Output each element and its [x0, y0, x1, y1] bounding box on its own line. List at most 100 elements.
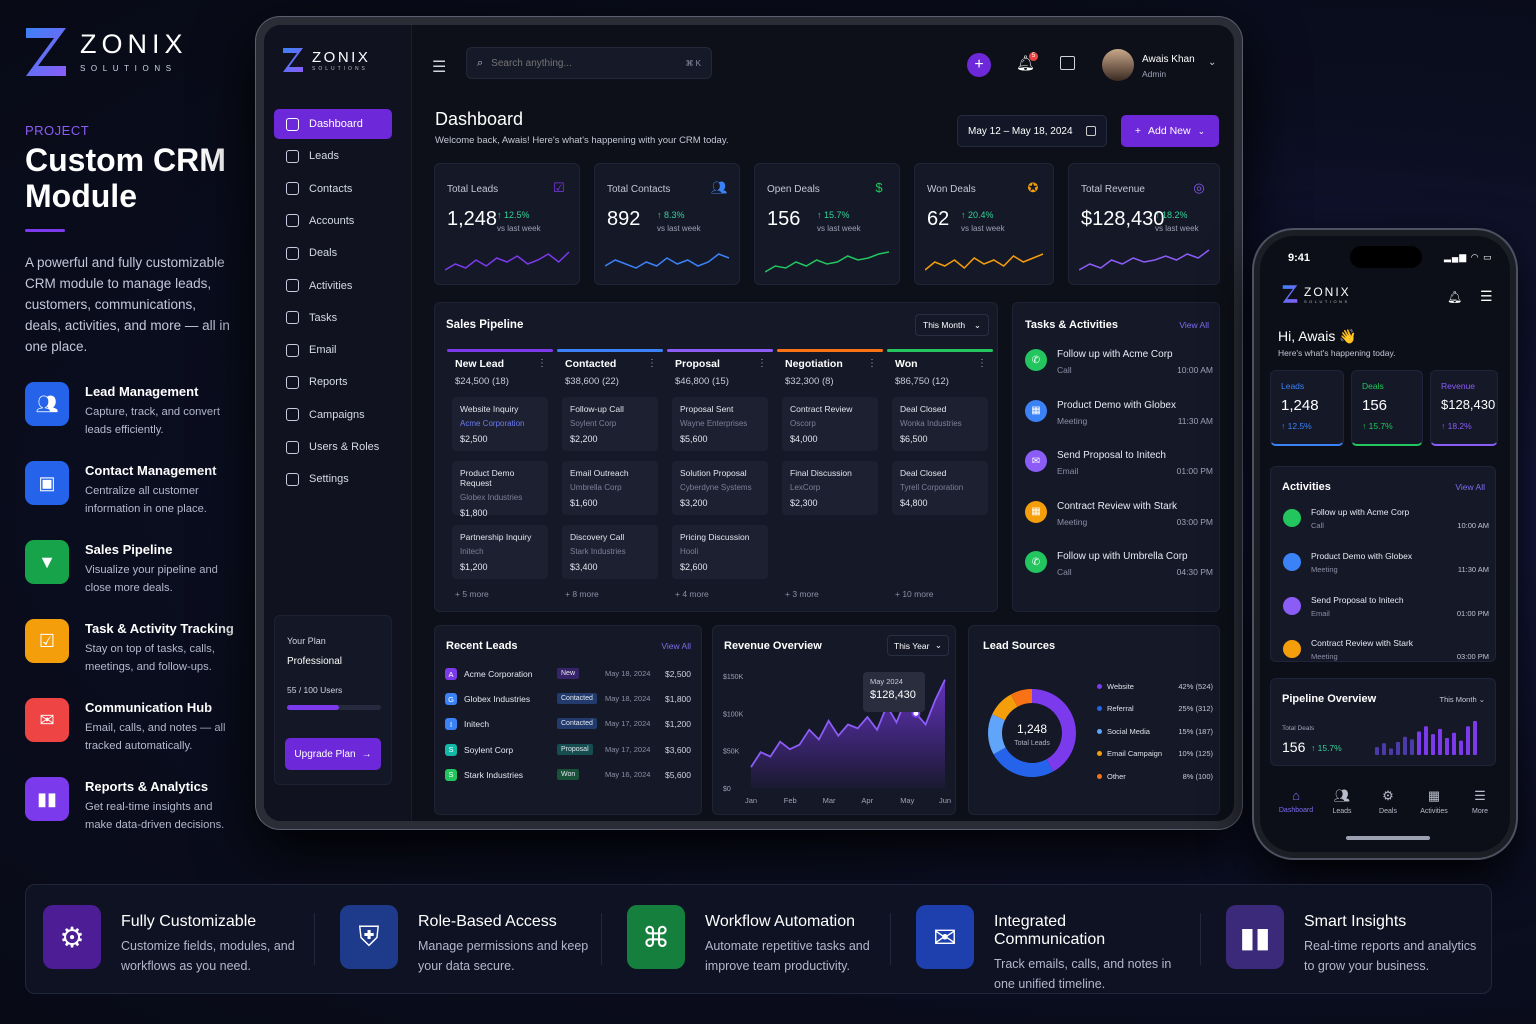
phone-tab-activities[interactable]: ▦ Activities [1412, 788, 1456, 815]
sidebar-item-email[interactable]: Email [274, 335, 392, 365]
deal-value: $5,600 [680, 434, 708, 444]
deal-card[interactable]: Deal Closed Tyrell Corporation $4,800 [892, 461, 988, 515]
phone-stat-deals[interactable]: Deals 156 ↑ 15.7% [1351, 370, 1423, 446]
phone-tab-dashboard[interactable]: ⌂ Dashboard [1274, 788, 1318, 814]
task-item[interactable]: ✆ Follow up with Acme Corp Call 10:00 AM [1025, 349, 1213, 395]
sidebar-item-dashboard[interactable]: Dashboard [274, 109, 392, 139]
more-options-icon[interactable]: ⋮ [867, 358, 877, 369]
phone-activity-item[interactable]: Contract Review with Stark Meeting 03:00 P… [1283, 638, 1503, 678]
sidebar-item-campaigns[interactable]: Campaigns [274, 400, 392, 430]
date-range-picker[interactable]: May 12 – May 18, 2024 [957, 115, 1107, 147]
sidebar-item-tasks[interactable]: Tasks [274, 303, 392, 333]
phone-subtitle: Here's what's happening today. [1278, 348, 1396, 358]
more-deals-link[interactable]: + 10 more [895, 589, 934, 599]
deal-card[interactable]: Deal Closed Wonka Industries $6,500 [892, 397, 988, 451]
sidebar-item-contacts[interactable]: Contacts [274, 174, 392, 204]
phone-view-all-link[interactable]: View All [1455, 482, 1485, 492]
task-item[interactable]: ✆ Follow up with Umbrella Corp Call 04:30 P… [1025, 551, 1213, 597]
deal-card[interactable]: Website Inquiry Acme Corporation $2,500 [452, 397, 548, 451]
stat-card-total-contacts[interactable]: Total Contacts 892 ↑ 8.3% vs last week 👥︎ [594, 163, 740, 285]
deal-card[interactable]: Pricing Discussion Hooli $2,600 [672, 525, 768, 579]
phone-pipeline-filter[interactable]: This Month ⌄ [1439, 695, 1485, 704]
phone-tab-leads[interactable]: 👥︎ Leads [1320, 788, 1364, 815]
phone-activity-item[interactable]: Send Proposal to Initech Email 01:00 PM [1283, 595, 1503, 635]
deal-card[interactable]: Partnership Inquiry Initech $1,200 [452, 525, 548, 579]
deal-card[interactable]: Follow-up Call Soylent Corp $2,200 [562, 397, 658, 451]
deal-company: Acme Corporation [460, 419, 525, 428]
task-item[interactable]: ▦ Product Demo with Globex Meeting 11:30 AM [1025, 399, 1213, 446]
donut-slice[interactable] [1032, 689, 1076, 772]
more-deals-link[interactable]: + 3 more [785, 589, 819, 599]
deal-card[interactable]: Discovery Call Stark Industries $3,400 [562, 525, 658, 579]
chevron-down-icon[interactable]: ⌄ [1208, 57, 1217, 68]
quick-add-button[interactable]: + [967, 53, 991, 77]
deal-card[interactable]: Proposal Sent Wayne Enterprises $5,600 [672, 397, 768, 451]
search-bar[interactable]: ⌕ ⌘ K [466, 47, 712, 79]
donut-slice[interactable] [992, 694, 1018, 721]
lead-date: May 18, 2024 [605, 694, 651, 704]
table-row[interactable]: G Globex Industries Contacted May 18, 2024 $… [445, 693, 697, 718]
phone-activity-item[interactable]: Follow up with Acme Corp Call 10:00 AM [1283, 507, 1503, 547]
more-options-icon[interactable]: ⋮ [977, 358, 987, 369]
more-deals-link[interactable]: + 8 more [565, 589, 599, 599]
more-options-icon[interactable]: ⋮ [647, 358, 657, 369]
bell-icon[interactable]: 🔔︎ [1447, 290, 1463, 304]
stat-card-won-deals[interactable]: Won Deals 62 ↑ 20.4% vs last week ✪ [914, 163, 1054, 285]
donut-slice[interactable] [993, 747, 1054, 777]
more-options-icon[interactable]: ⋮ [757, 358, 767, 369]
chevron-down-icon: ⌄ [1197, 125, 1206, 136]
table-row[interactable]: I Initech Contacted May 17, 2024 $1,200 [445, 718, 697, 743]
sidebar-item-label: Contacts [309, 182, 353, 195]
add-new-button[interactable]: + Add New ⌄ [1121, 115, 1219, 147]
sidebar-item-users-roles[interactable]: Users & Roles [274, 432, 392, 462]
avatar[interactable] [1102, 49, 1134, 81]
deal-card[interactable]: Email Outreach Umbrella Corp $1,600 [562, 461, 658, 515]
phone-screen: 9:41 ▂▄▆ ◠ ▭ ZONIX SOLUTIONS 🔔︎ ☰ Hi, Awa… [1260, 236, 1510, 852]
tasks-view-all-link[interactable]: View All [1179, 320, 1209, 330]
task-item[interactable]: ✉ Send Proposal to Initech Email 01:00 PM [1025, 450, 1213, 496]
stat-label: Total Contacts [607, 184, 671, 195]
sidebar-item-deals[interactable]: Deals [274, 238, 392, 268]
deal-card[interactable]: Solution Proposal Cyberdyne Systems $3,200 [672, 461, 768, 515]
lead-name: Initech [464, 719, 490, 730]
stat-card-open-deals[interactable]: Open Deals 156 ↑ 15.7% vs last week $ [754, 163, 900, 285]
lead-name: Acme Corporation [464, 669, 533, 679]
donut-slice[interactable] [1010, 689, 1032, 707]
revenue-filter-dropdown[interactable]: This Year ⌄ [887, 635, 949, 656]
hamburger-menu-icon[interactable]: ☰ [1480, 288, 1493, 304]
phone-logo: ZONIX SOLUTIONS [1282, 284, 1351, 304]
more-options-icon[interactable]: ⋮ [537, 358, 547, 369]
date-range-label: May 12 – May 18, 2024 [968, 125, 1073, 137]
table-row[interactable]: S Soylent Corp Proposal May 17, 2024 $3,600 [445, 743, 697, 769]
sidebar-item-settings[interactable]: Settings [274, 464, 392, 494]
more-deals-link[interactable]: + 5 more [455, 589, 489, 599]
sidebar-item-leads[interactable]: Leads [274, 141, 392, 171]
phone-activity-item[interactable]: Product Demo with Globex Meeting 11:30 AM [1283, 551, 1503, 591]
deal-card[interactable]: Contract Review Oscorp $4,000 [782, 397, 878, 451]
sidebar-item-accounts[interactable]: Accounts [274, 206, 392, 236]
deal-card[interactable]: Product Demo Request Globex Industries $1,… [452, 461, 548, 518]
calendar-icon[interactable] [1060, 56, 1075, 70]
lead-avatar: S [445, 743, 457, 756]
more-deals-link[interactable]: + 4 more [675, 589, 709, 599]
table-row[interactable]: S Stark Industries Won May 16, 2024 $5,600 [445, 768, 697, 794]
hamburger-menu-icon[interactable]: ☰ [432, 59, 447, 76]
phone-stat-revenue[interactable]: Revenue $128,430 ↑ 18.2% [1430, 370, 1498, 446]
upgrade-plan-button[interactable]: Upgrade Plan → [285, 738, 381, 770]
deal-card[interactable]: Final Discussion LexCorp $2,300 [782, 461, 878, 515]
donut-slice[interactable] [988, 714, 1006, 755]
sidebar-item-activities[interactable]: Activities [274, 271, 392, 301]
pipeline-filter-dropdown[interactable]: This Month ⌄ [915, 314, 989, 336]
recent-leads-view-all-link[interactable]: View All [661, 641, 691, 651]
phone-tab-more[interactable]: ☰ More [1458, 788, 1502, 815]
search-input[interactable] [491, 57, 678, 69]
phone-tab-deals[interactable]: ⚙ Deals [1366, 788, 1410, 815]
table-row[interactable]: A Acme Corporation New May 18, 2024 $2,500 [445, 668, 697, 693]
stat-card-total-leads[interactable]: Total Leads 1,248 ↑ 12.5% vs last week ☑ [434, 163, 580, 285]
stat-card-total-revenue[interactable]: Total Revenue $128,430 ↑ 18.2% vs last week… [1068, 163, 1220, 285]
task-item[interactable]: ▦ Contract Review with Stark Meeting 03:00 … [1025, 500, 1213, 547]
sidebar-item-reports[interactable]: Reports [274, 367, 392, 397]
sidebar-item-label: Email [309, 344, 337, 357]
phone-stat-leads[interactable]: Leads 1,248 ↑ 12.5% [1270, 370, 1344, 446]
sidebar-logo[interactable]: ZONIX SOLUTIONS [282, 47, 370, 73]
